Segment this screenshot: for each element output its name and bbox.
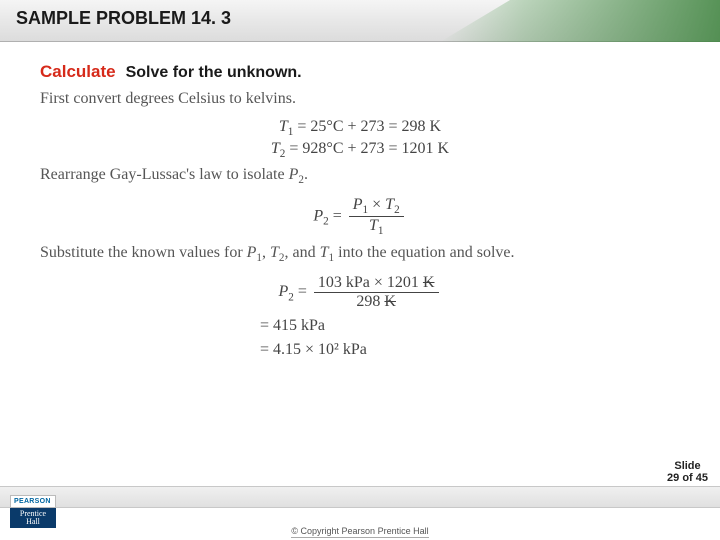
pearson-logo-top: PEARSON xyxy=(10,495,56,508)
result-1: = 415 kPa xyxy=(260,317,680,335)
footer-band xyxy=(0,486,720,508)
pearson-logo: PEARSON Prentice Hall xyxy=(10,495,56,528)
fraction-p2: P1 × T2 T1 xyxy=(349,196,404,237)
slide-content: Calculate Solve for the unknown. First c… xyxy=(0,42,720,359)
body-line-3: Substitute the known values for P1, T2, … xyxy=(40,242,680,266)
fraction-numeric: 103 kPa × 1201 K 298 K xyxy=(314,274,439,311)
body-line-2: Rearrange Gay-Lussac's law to isolate P2… xyxy=(40,164,680,188)
header-accent xyxy=(440,0,720,42)
equation-t1: T1 = 25°C + 273 = 298 K xyxy=(40,118,680,138)
result-2: = 4.15 × 10² kPa xyxy=(260,341,680,359)
calculate-row: Calculate Solve for the unknown. xyxy=(40,62,680,82)
equation-rearranged: P2 = P1 × T2 T1 xyxy=(40,196,680,237)
header-title: SAMPLE PROBLEM 14. 3 xyxy=(16,8,231,29)
equation-substituted: P2 = 103 kPa × 1201 K 298 K xyxy=(40,274,680,311)
slide-counter: Slide 29 of 45 xyxy=(667,460,708,484)
calculate-label: Calculate xyxy=(40,62,116,81)
result-block: = 415 kPa = 4.15 × 10² kPa xyxy=(40,317,680,359)
solve-label: Solve for the unknown. xyxy=(126,64,302,81)
body-line-1: First convert degrees Celsius to kelvins… xyxy=(40,88,680,110)
pearson-logo-bottom: Prentice Hall xyxy=(10,508,56,528)
copyright-line: © Copyright Pearson Prentice Hall xyxy=(0,526,720,536)
equation-block-conversions: T1 = 25°C + 273 = 298 K T2 = 928°C + 273… xyxy=(40,118,680,160)
header-bar: SAMPLE PROBLEM 14. 3 xyxy=(0,0,720,42)
equation-t2: T2 = 928°C + 273 = 1201 K xyxy=(40,140,680,160)
